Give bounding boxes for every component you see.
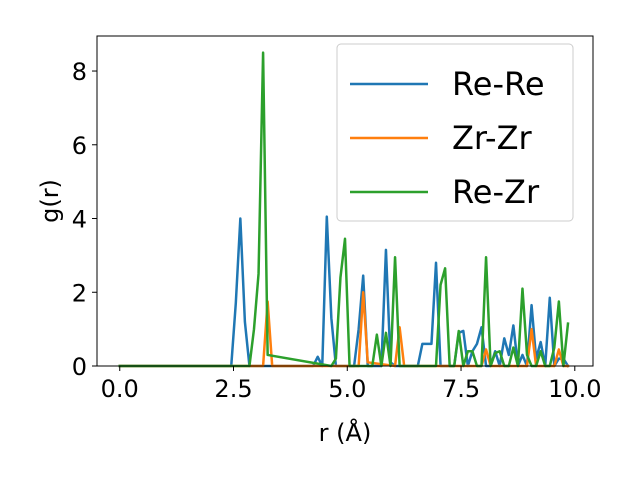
- x-tick-label: 0.0: [101, 375, 139, 403]
- x-tick-label: 2.5: [214, 375, 252, 403]
- legend-label-0: Re-Re: [452, 65, 545, 103]
- y-tick-label: 2: [72, 279, 87, 307]
- x-tick-label: 7.5: [442, 375, 480, 403]
- legend-label-1: Zr-Zr: [452, 119, 533, 157]
- x-axis-label: r (Å): [319, 418, 372, 447]
- y-tick-label: 6: [72, 132, 87, 160]
- legend-frame: [336, 43, 574, 222]
- y-axis-ticks: 0 2 4 6 8: [72, 58, 97, 381]
- x-tick-label: 5.0: [328, 375, 366, 403]
- y-tick-label: 8: [72, 58, 87, 86]
- legend: Re-Re Zr-Zr Re-Zr: [336, 43, 574, 222]
- y-tick-label: 0: [72, 353, 87, 381]
- y-tick-label: 4: [72, 206, 87, 234]
- y-axis-label: g(r): [36, 179, 64, 223]
- x-axis-ticks: 0.0 2.5 5.0 7.5 10.0: [101, 366, 602, 403]
- legend-label-2: Re-Zr: [452, 173, 540, 211]
- plot-frame: [96, 35, 594, 367]
- x-tick-label: 10.0: [548, 375, 601, 403]
